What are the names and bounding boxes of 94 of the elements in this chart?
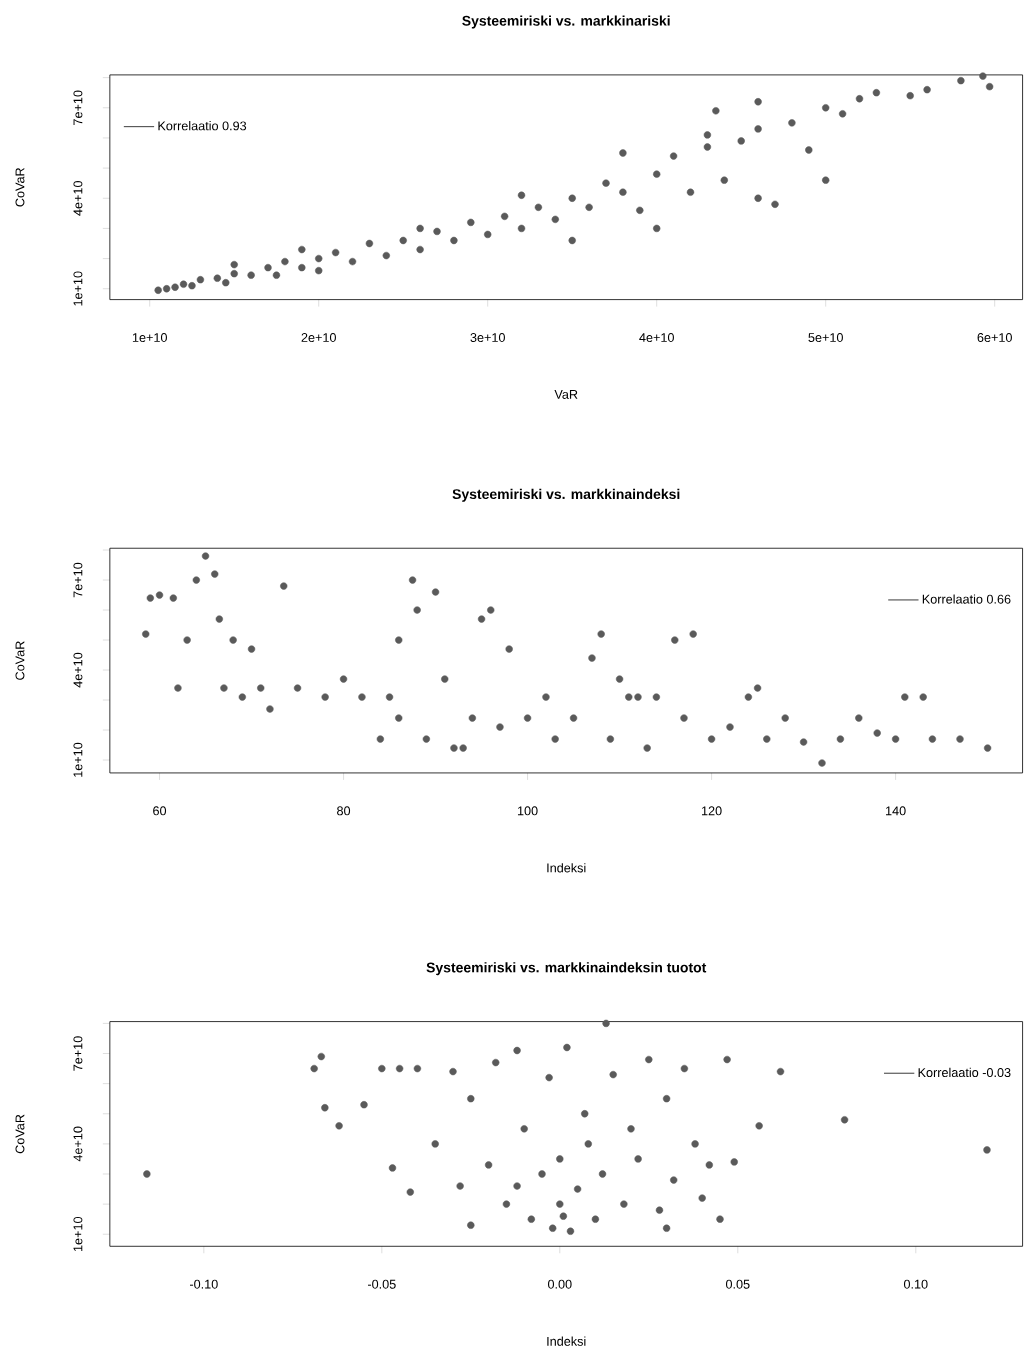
y-tick-label: 4e+10	[73, 181, 83, 216]
x-tick-label: 140	[886, 806, 906, 816]
x-tick-label: 0.05	[726, 1279, 750, 1289]
y-tick-label: 7e+10	[73, 90, 83, 125]
point	[663, 1224, 671, 1232]
point	[567, 1227, 575, 1235]
x-tick-label: -0.05	[368, 1279, 396, 1289]
y-tick-label: 7e+10	[73, 1036, 83, 1071]
point	[574, 1185, 582, 1193]
point	[691, 1140, 699, 1148]
y-tick-label: 4e+10	[73, 1126, 83, 1162]
point	[396, 1064, 404, 1073]
point	[310, 1064, 319, 1073]
y-tick-label: 1e+10	[73, 1216, 83, 1252]
point	[581, 1110, 589, 1118]
y-tick-label: 1e+10	[73, 271, 83, 306]
legend-label: Korrelaatio -0.03	[918, 1067, 1011, 1078]
x-tick-label: 4e+10	[639, 333, 675, 342]
point	[698, 1194, 707, 1202]
x-tick-label: 100	[518, 806, 538, 816]
y-axis-title: CoVaR	[15, 1114, 25, 1154]
y-tick-label: 7e+10	[73, 562, 83, 598]
x-axis-title: Indeksi	[547, 863, 586, 873]
x-tick-label: 120	[702, 806, 722, 816]
point	[406, 1188, 415, 1196]
point	[513, 1182, 521, 1190]
chart-title: Systeemiriski vs. markkinaindeksi	[452, 488, 680, 502]
point	[645, 1055, 653, 1064]
point	[591, 1215, 600, 1223]
x-tick-label: 6e+10	[977, 333, 1013, 342]
point	[584, 1140, 593, 1148]
point	[321, 1104, 329, 1112]
point	[730, 1158, 739, 1166]
point	[620, 1200, 628, 1208]
y-tick-label: 1e+10	[73, 742, 83, 777]
x-axis-title: Indeksi	[547, 1336, 586, 1346]
y-tick-label: 4e+10	[73, 652, 83, 688]
point	[520, 1125, 529, 1133]
point	[485, 1161, 493, 1169]
point	[559, 1212, 568, 1220]
point	[449, 1067, 457, 1076]
point	[538, 1170, 546, 1178]
point	[670, 1176, 678, 1184]
point	[680, 1064, 689, 1073]
legend-label: Korrelaatio 0.66	[923, 594, 1011, 604]
y-axis-title: CoVaR	[15, 167, 25, 207]
point	[556, 1200, 564, 1208]
point	[599, 1170, 607, 1178]
point	[389, 1164, 397, 1172]
point	[627, 1125, 635, 1133]
x-tick-label: 0.00	[548, 1279, 572, 1289]
point	[467, 1095, 475, 1103]
point	[663, 1095, 671, 1103]
x-tick-label: 2e+10	[301, 333, 337, 342]
point	[609, 1070, 618, 1079]
point	[456, 1182, 465, 1190]
point	[527, 1215, 536, 1223]
point	[755, 1122, 764, 1130]
point	[492, 1058, 500, 1067]
x-tick-label: -0.10	[190, 1279, 218, 1289]
point	[723, 1055, 731, 1064]
x-tick-label: 80	[337, 806, 351, 816]
point	[413, 1064, 422, 1073]
x-tick-label: 1e+10	[133, 333, 168, 342]
x-tick-label: 5e+10	[808, 333, 844, 342]
point	[777, 1067, 785, 1076]
point	[556, 1155, 564, 1163]
chart-title: Systeemiriski vs. markkinaindeksin tuotot	[426, 962, 707, 976]
point	[360, 1101, 368, 1109]
x-tick-label: 60	[153, 806, 167, 816]
point	[513, 1046, 521, 1055]
point	[502, 1200, 511, 1208]
point	[378, 1064, 386, 1073]
point	[335, 1122, 343, 1130]
y-axis-title: CoVaR	[15, 641, 25, 680]
x-tick-label: 0.10	[904, 1279, 928, 1289]
x-axis-title: VaR	[554, 390, 578, 399]
point	[716, 1215, 724, 1223]
point	[431, 1140, 440, 1148]
point	[634, 1155, 643, 1163]
point	[841, 1116, 849, 1124]
point	[317, 1052, 326, 1061]
point	[656, 1206, 664, 1214]
point	[549, 1224, 557, 1232]
point	[545, 1073, 554, 1082]
x-tick-label: 3e+10	[470, 333, 506, 342]
point	[467, 1221, 475, 1229]
chart-title: Systeemiriski vs. markkinariski	[462, 15, 670, 29]
point	[602, 1019, 610, 1028]
point	[143, 1170, 151, 1178]
point	[705, 1161, 714, 1169]
point	[983, 1146, 991, 1154]
legend-label: Korrelaatio 0.93	[158, 121, 247, 131]
point	[563, 1043, 571, 1052]
